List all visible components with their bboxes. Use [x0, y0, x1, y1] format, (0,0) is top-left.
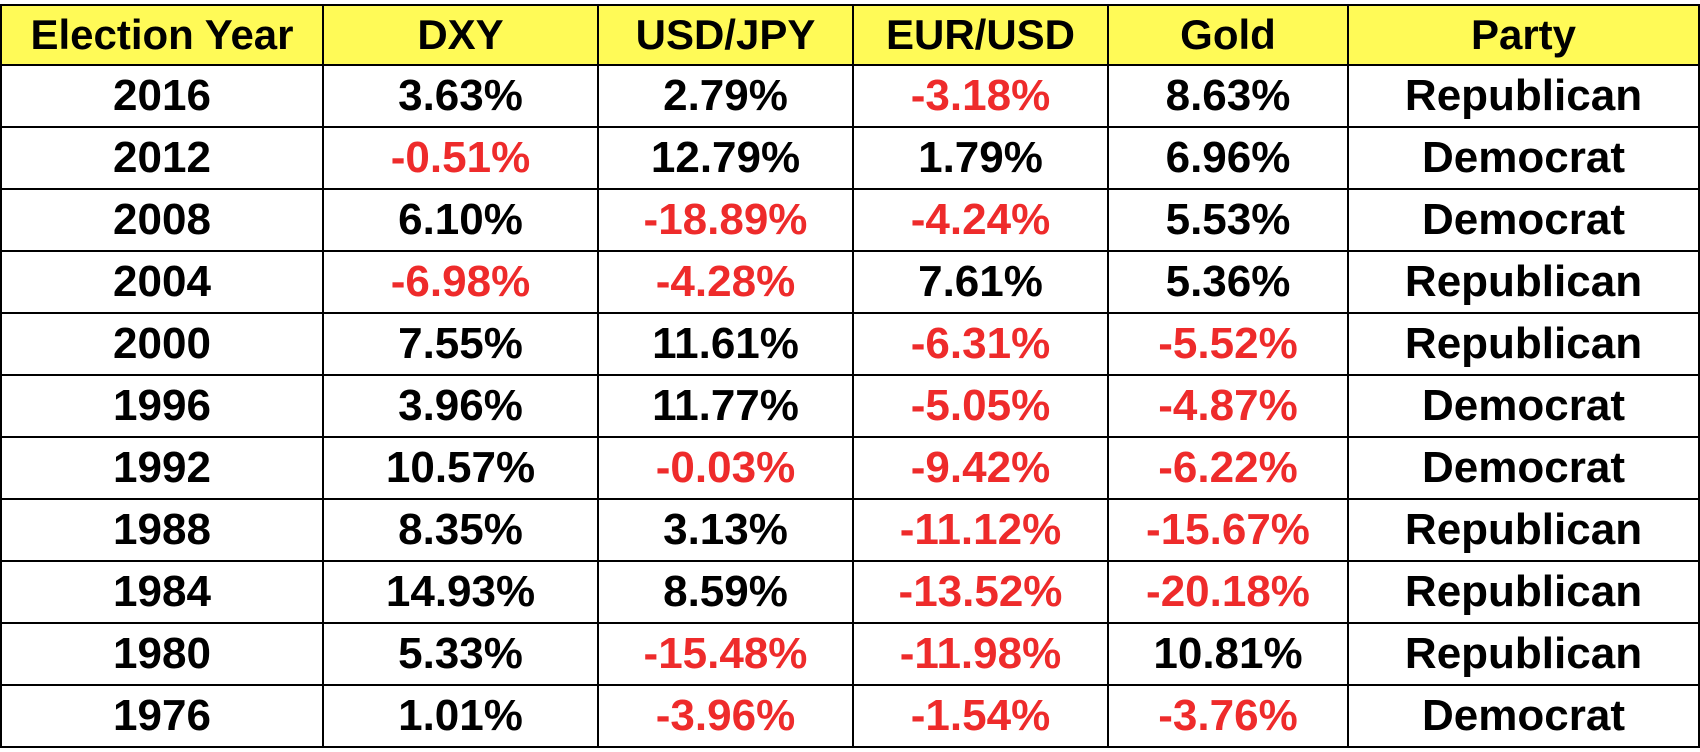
header-election-year: Election Year	[0, 4, 324, 66]
cell-dxy: 6.10%	[322, 188, 599, 252]
cell-eur-usd: -11.98%	[852, 622, 1109, 686]
cell-dxy: 1.01%	[322, 684, 599, 748]
cell-eur-usd: -5.05%	[852, 374, 1109, 438]
table-row: 2012 -0.51% 12.79% 1.79% 6.96% Democrat	[0, 126, 1700, 190]
table-row: 1976 1.01% -3.96% -1.54% -3.76% Democrat	[0, 684, 1700, 748]
cell-usd-jpy: -3.96%	[597, 684, 854, 748]
cell-usd-jpy: 11.61%	[597, 312, 854, 376]
cell-party: Republican	[1347, 498, 1700, 562]
cell-party: Republican	[1347, 64, 1700, 128]
cell-usd-jpy: -18.89%	[597, 188, 854, 252]
cell-party: Democrat	[1347, 684, 1700, 748]
cell-eur-usd: -4.24%	[852, 188, 1109, 252]
election-returns-table-container: Election Year DXY USD/JPY EUR/USD Gold P…	[0, 4, 1700, 748]
cell-usd-jpy: -15.48%	[597, 622, 854, 686]
cell-eur-usd: -6.31%	[852, 312, 1109, 376]
header-eur-usd: EUR/USD	[852, 4, 1109, 66]
cell-election-year: 1996	[0, 374, 324, 438]
cell-eur-usd: -9.42%	[852, 436, 1109, 500]
cell-eur-usd: -13.52%	[852, 560, 1109, 624]
cell-dxy: 10.57%	[322, 436, 599, 500]
header-gold: Gold	[1107, 4, 1349, 66]
cell-dxy: 3.63%	[322, 64, 599, 128]
cell-gold: -5.52%	[1107, 312, 1349, 376]
cell-party: Democrat	[1347, 374, 1700, 438]
cell-gold: 6.96%	[1107, 126, 1349, 190]
cell-dxy: 8.35%	[322, 498, 599, 562]
header-party: Party	[1347, 4, 1700, 66]
cell-gold: 10.81%	[1107, 622, 1349, 686]
cell-election-year: 1984	[0, 560, 324, 624]
cell-usd-jpy: 3.13%	[597, 498, 854, 562]
table-row: 1992 10.57% -0.03% -9.42% -6.22% Democra…	[0, 436, 1700, 500]
cell-dxy: 7.55%	[322, 312, 599, 376]
table-row: 1980 5.33% -15.48% -11.98% 10.81% Republ…	[0, 622, 1700, 686]
cell-usd-jpy: 8.59%	[597, 560, 854, 624]
header-usd-jpy: USD/JPY	[597, 4, 854, 66]
cell-election-year: 1976	[0, 684, 324, 748]
cell-dxy: 14.93%	[322, 560, 599, 624]
cell-usd-jpy: -0.03%	[597, 436, 854, 500]
cell-dxy: 3.96%	[322, 374, 599, 438]
cell-eur-usd: 1.79%	[852, 126, 1109, 190]
cell-eur-usd: 7.61%	[852, 250, 1109, 314]
cell-party: Republican	[1347, 312, 1700, 376]
cell-party: Republican	[1347, 560, 1700, 624]
cell-party: Democrat	[1347, 436, 1700, 500]
cell-election-year: 1980	[0, 622, 324, 686]
cell-gold: -6.22%	[1107, 436, 1349, 500]
cell-gold: -20.18%	[1107, 560, 1349, 624]
cell-usd-jpy: 11.77%	[597, 374, 854, 438]
cell-election-year: 1992	[0, 436, 324, 500]
cell-party: Democrat	[1347, 188, 1700, 252]
cell-party: Democrat	[1347, 126, 1700, 190]
header-row: Election Year DXY USD/JPY EUR/USD Gold P…	[0, 4, 1700, 66]
cell-eur-usd: -3.18%	[852, 64, 1109, 128]
cell-party: Republican	[1347, 250, 1700, 314]
table-row: 1984 14.93% 8.59% -13.52% -20.18% Republ…	[0, 560, 1700, 624]
cell-gold: 5.36%	[1107, 250, 1349, 314]
cell-gold: 5.53%	[1107, 188, 1349, 252]
cell-dxy: -6.98%	[322, 250, 599, 314]
cell-usd-jpy: 12.79%	[597, 126, 854, 190]
cell-usd-jpy: 2.79%	[597, 64, 854, 128]
cell-dxy: -0.51%	[322, 126, 599, 190]
header-dxy: DXY	[322, 4, 599, 66]
table-row: 2004 -6.98% -4.28% 7.61% 5.36% Republica…	[0, 250, 1700, 314]
cell-gold: 8.63%	[1107, 64, 1349, 128]
cell-gold: -15.67%	[1107, 498, 1349, 562]
cell-election-year: 1988	[0, 498, 324, 562]
table-row: 2016 3.63% 2.79% -3.18% 8.63% Republican	[0, 64, 1700, 128]
cell-gold: -3.76%	[1107, 684, 1349, 748]
table-row: 2000 7.55% 11.61% -6.31% -5.52% Republic…	[0, 312, 1700, 376]
cell-gold: -4.87%	[1107, 374, 1349, 438]
table-row: 2008 6.10% -18.89% -4.24% 5.53% Democrat	[0, 188, 1700, 252]
cell-eur-usd: -11.12%	[852, 498, 1109, 562]
cell-usd-jpy: -4.28%	[597, 250, 854, 314]
cell-election-year: 2004	[0, 250, 324, 314]
table-row: 1996 3.96% 11.77% -5.05% -4.87% Democrat	[0, 374, 1700, 438]
cell-dxy: 5.33%	[322, 622, 599, 686]
election-returns-table: Election Year DXY USD/JPY EUR/USD Gold P…	[0, 4, 1700, 748]
cell-party: Republican	[1347, 622, 1700, 686]
table-row: 1988 8.35% 3.13% -11.12% -15.67% Republi…	[0, 498, 1700, 562]
cell-election-year: 2000	[0, 312, 324, 376]
cell-election-year: 2008	[0, 188, 324, 252]
cell-eur-usd: -1.54%	[852, 684, 1109, 748]
cell-election-year: 2016	[0, 64, 324, 128]
cell-election-year: 2012	[0, 126, 324, 190]
